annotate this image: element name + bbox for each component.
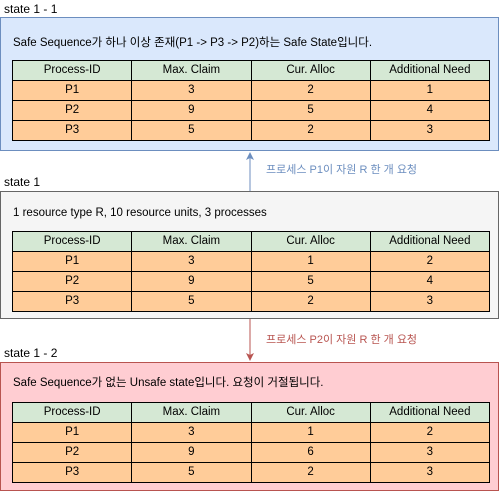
header-additional-need: Additional Need bbox=[369, 231, 491, 252]
table-row: P3 5 2 3 bbox=[11, 291, 491, 312]
cell-max-claim: 9 bbox=[131, 100, 252, 121]
header-max-claim: Max. Claim bbox=[131, 60, 252, 81]
table-row: P2 9 5 4 bbox=[11, 271, 491, 292]
header-additional-need: Additional Need bbox=[369, 60, 491, 81]
cell-cur-alloc: 1 bbox=[250, 251, 371, 272]
cell-cur-alloc: 2 bbox=[250, 80, 371, 101]
header-process-id: Process-ID bbox=[11, 231, 133, 252]
cell-process-id: P2 bbox=[11, 271, 133, 292]
cell-max-claim: 9 bbox=[131, 442, 252, 463]
arrow-down-icon bbox=[242, 319, 258, 362]
cell-cur-alloc: 2 bbox=[250, 462, 371, 483]
table-row: P3 5 2 3 bbox=[11, 462, 491, 483]
cell-process-id: P2 bbox=[11, 442, 133, 463]
arrow-down-note: 프로세스 P2이 자원 R 한 개 요청 bbox=[266, 334, 418, 346]
state-1-2-label: state 1 - 2 bbox=[4, 346, 58, 360]
table-header-row: Process-ID Max. Claim Cur. Alloc Additio… bbox=[11, 402, 491, 423]
cell-additional-need: 3 bbox=[369, 120, 491, 141]
cell-process-id: P3 bbox=[11, 291, 133, 312]
state-1-1-label: state 1 - 1 bbox=[4, 2, 58, 16]
header-cur-alloc: Cur. Alloc bbox=[250, 402, 371, 423]
cell-additional-need: 2 bbox=[369, 251, 491, 272]
state-1-1-panel: Safe Sequence가 하나 이상 존재(P1 -> P3 -> P2)하… bbox=[0, 17, 499, 151]
cell-cur-alloc: 2 bbox=[250, 120, 371, 141]
cell-max-claim: 3 bbox=[131, 80, 252, 101]
cell-cur-alloc: 5 bbox=[250, 271, 371, 292]
cell-max-claim: 3 bbox=[131, 251, 252, 272]
table-row: P1 3 1 2 bbox=[11, 422, 491, 443]
cell-process-id: P1 bbox=[11, 422, 133, 443]
cell-cur-alloc: 5 bbox=[250, 100, 371, 121]
cell-additional-need: 4 bbox=[369, 100, 491, 121]
table-row: P1 3 1 2 bbox=[11, 251, 491, 272]
arrow-up-icon bbox=[242, 151, 258, 191]
table-row: P2 9 5 4 bbox=[11, 100, 491, 121]
cell-cur-alloc: 6 bbox=[250, 442, 371, 463]
cell-additional-need: 4 bbox=[369, 271, 491, 292]
header-process-id: Process-ID bbox=[11, 60, 133, 81]
state-1-1-description: Safe Sequence가 하나 이상 존재(P1 -> P3 -> P2)하… bbox=[13, 37, 373, 49]
cell-process-id: P1 bbox=[11, 251, 133, 272]
table-row: P2 9 6 3 bbox=[11, 442, 491, 463]
state-1-table: Process-ID Max. Claim Cur. Alloc Additio… bbox=[11, 231, 491, 312]
cell-additional-need: 3 bbox=[369, 442, 491, 463]
cell-process-id: P3 bbox=[11, 462, 133, 483]
state-1-2-panel: Safe Sequence가 없는 Unsafe state입니다. 요청이 거… bbox=[0, 362, 499, 491]
cell-process-id: P1 bbox=[11, 80, 133, 101]
header-max-claim: Max. Claim bbox=[131, 231, 252, 252]
cell-cur-alloc: 1 bbox=[250, 422, 371, 443]
cell-max-claim: 9 bbox=[131, 271, 252, 292]
arrow-up-note: 프로세스 P1이 자원 R 한 개 요청 bbox=[266, 164, 418, 176]
header-cur-alloc: Cur. Alloc bbox=[250, 231, 371, 252]
cell-additional-need: 3 bbox=[369, 462, 491, 483]
cell-process-id: P2 bbox=[11, 100, 133, 121]
cell-max-claim: 5 bbox=[131, 291, 252, 312]
header-process-id: Process-ID bbox=[11, 402, 133, 423]
cell-max-claim: 5 bbox=[131, 120, 252, 141]
header-additional-need: Additional Need bbox=[369, 402, 491, 423]
state-1-2-table: Process-ID Max. Claim Cur. Alloc Additio… bbox=[11, 402, 491, 483]
state-1-1-table: Process-ID Max. Claim Cur. Alloc Additio… bbox=[11, 60, 491, 141]
table-header-row: Process-ID Max. Claim Cur. Alloc Additio… bbox=[11, 60, 491, 81]
state-1-description: 1 resource type R, 10 resource units, 3 … bbox=[13, 207, 267, 219]
cell-additional-need: 1 bbox=[369, 80, 491, 101]
cell-max-claim: 3 bbox=[131, 422, 252, 443]
cell-cur-alloc: 2 bbox=[250, 291, 371, 312]
header-max-claim: Max. Claim bbox=[131, 402, 252, 423]
state-1-panel: 1 resource type R, 10 resource units, 3 … bbox=[0, 191, 499, 319]
state-1-2-description: Safe Sequence가 없는 Unsafe state입니다. 요청이 거… bbox=[13, 377, 324, 389]
table-row: P3 5 2 3 bbox=[11, 120, 491, 141]
header-cur-alloc: Cur. Alloc bbox=[250, 60, 371, 81]
cell-process-id: P3 bbox=[11, 120, 133, 141]
cell-additional-need: 2 bbox=[369, 422, 491, 443]
cell-additional-need: 3 bbox=[369, 291, 491, 312]
table-header-row: Process-ID Max. Claim Cur. Alloc Additio… bbox=[11, 231, 491, 252]
state-1-label: state 1 bbox=[4, 175, 41, 189]
cell-max-claim: 5 bbox=[131, 462, 252, 483]
table-row: P1 3 2 1 bbox=[11, 80, 491, 101]
